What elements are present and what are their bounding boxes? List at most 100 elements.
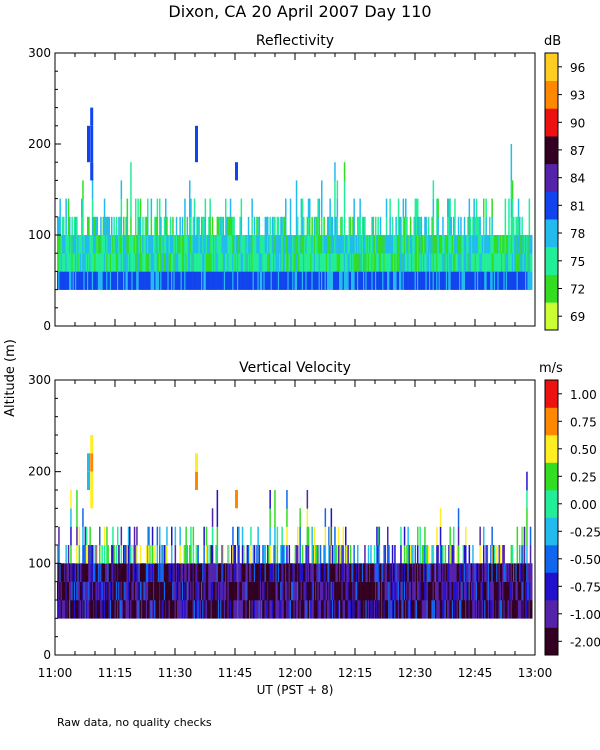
heatmap-cell: [426, 545, 429, 564]
heatmap-cell: [349, 545, 352, 564]
heatmap-cell: [353, 216, 355, 236]
heatmap-cell: [445, 563, 448, 582]
heatmap-cell: [196, 563, 198, 582]
heatmap-cell: [232, 271, 234, 290]
heatmap-cell: [497, 235, 499, 254]
heatmap-cell: [69, 563, 71, 582]
heatmap-cell: [180, 271, 183, 290]
heatmap-cell: [78, 253, 81, 272]
heatmap-cell: [186, 600, 189, 619]
heatmap-cell: [341, 581, 343, 601]
heatmap-cell: [88, 600, 90, 619]
heatmap-cell: [359, 581, 361, 601]
heatmap-cell: [477, 581, 479, 601]
heatmap-cell: [258, 563, 261, 582]
heatmap-cell: [387, 235, 389, 254]
heatmap-cell: [150, 563, 153, 582]
heatmap-cell: [145, 253, 148, 272]
heatmap-cell: [205, 600, 208, 619]
heatmap-cell: [273, 253, 275, 272]
heatmap-cell: [85, 235, 88, 254]
heatmap-cell: [371, 253, 373, 272]
heatmap-cell: [469, 271, 472, 290]
heatmap-cell: [220, 271, 222, 290]
heatmap-cell: [132, 581, 135, 601]
heatmap-cell: [64, 581, 66, 601]
heatmap-cell: [451, 271, 454, 290]
heatmap-cell: [343, 600, 346, 619]
heatmap-cell: [169, 253, 172, 272]
heatmap-cell: [167, 271, 169, 290]
heatmap-cell: [180, 581, 183, 601]
heatmap-cell: [65, 563, 67, 582]
heatmap-cell: [531, 271, 533, 290]
heatmap-cell: [327, 600, 329, 619]
heatmap-cell: [217, 563, 220, 582]
heatmap-cell: [313, 563, 316, 582]
heatmap-cell: [463, 600, 466, 619]
heatmap-cell: [348, 235, 351, 254]
heatmap-cell: [277, 563, 280, 582]
heatmap-cell: [112, 581, 114, 601]
heatmap-cell: [136, 253, 138, 272]
heatmap-cell: [387, 581, 389, 601]
heatmap-cell: [87, 600, 89, 619]
heatmap-cell: [423, 253, 425, 272]
heatmap-cell: [105, 253, 107, 272]
heatmap-cell: [183, 545, 185, 564]
heatmap-cell: [159, 600, 161, 619]
heatmap-cell: [216, 563, 219, 582]
heatmap-cell: [483, 600, 485, 619]
heatmap-cell: [141, 563, 143, 582]
heatmap-cell: [502, 545, 504, 564]
heatmap-cell: [279, 581, 281, 601]
heatmap-cell: [177, 600, 179, 619]
heatmap-cell: [59, 271, 61, 290]
heatmap-cell: [262, 581, 264, 601]
heatmap-cell: [499, 271, 502, 290]
heatmap-cell: [195, 600, 197, 619]
heatmap-cell: [209, 600, 211, 619]
heatmap-cell: [264, 216, 267, 236]
heatmap-cell: [484, 563, 486, 582]
heatmap-cell: [70, 235, 72, 254]
heatmap-cell: [181, 235, 184, 254]
heatmap-cell: [276, 235, 279, 254]
heatmap-cell: [311, 545, 313, 564]
heatmap-cell: [292, 563, 294, 582]
heatmap-cell: [402, 253, 405, 272]
heatmap-cell: [346, 253, 348, 272]
heatmap-cell: [84, 253, 87, 272]
heatmap-cell: [203, 600, 205, 619]
heatmap-cell: [522, 600, 525, 619]
heatmap-cell: [215, 545, 217, 564]
heatmap-cell: [107, 253, 109, 272]
heatmap-cell: [156, 600, 159, 619]
heatmap-cell: [189, 216, 191, 236]
heatmap-cell: [385, 600, 388, 619]
heatmap-cell: [466, 253, 468, 272]
heatmap-cell: [340, 271, 342, 290]
heatmap-cell: [347, 545, 349, 564]
heatmap-cell: [253, 581, 256, 601]
heatmap-cell: [528, 253, 531, 272]
heatmap-cell: [279, 235, 281, 254]
heatmap-cell: [76, 508, 78, 527]
heatmap-cell: [384, 600, 387, 619]
heatmap-cell: [405, 198, 407, 218]
heatmap-cell: [251, 198, 253, 218]
heatmap-cell: [67, 235, 70, 254]
heatmap-cell: [526, 581, 528, 601]
heatmap-cell: [526, 235, 528, 254]
heatmap-cell: [334, 253, 336, 272]
heatmap-cell: [300, 235, 303, 254]
heatmap-cell: [471, 563, 473, 582]
heatmap-cell: [437, 216, 439, 236]
heatmap-cell: [76, 271, 78, 290]
heatmap-cell: [375, 253, 377, 272]
heatmap-cell: [199, 581, 202, 601]
heatmap-cell: [274, 600, 276, 619]
heatmap-cell: [70, 581, 72, 601]
heatmap-cell: [378, 581, 381, 601]
heatmap-cell: [281, 600, 283, 619]
